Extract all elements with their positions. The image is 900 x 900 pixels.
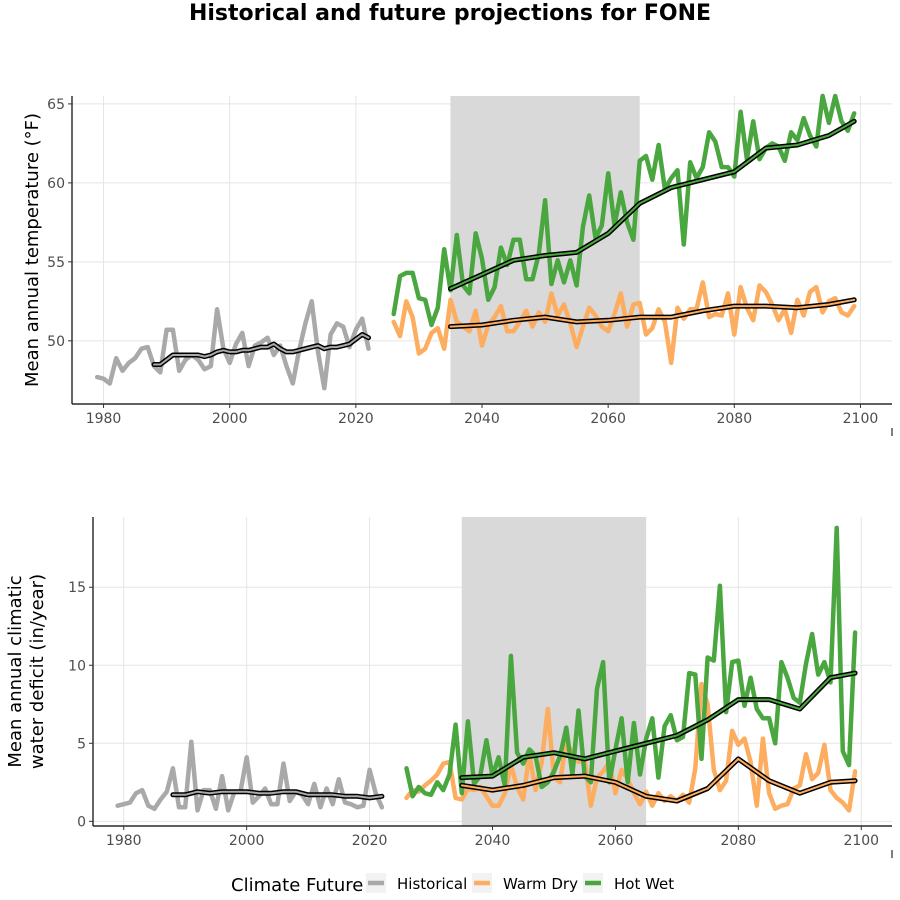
y-axis-label: Mean annual temperature (°F)	[22, 113, 43, 387]
series-line-hot-wet	[404, 525, 858, 799]
legend: Climate Future Historical Warm Dry Hot Wet	[231, 873, 674, 896]
legend-label-warm-dry: Warm Dry	[503, 875, 578, 893]
legend-label-hot-wet: Hot Wet	[614, 875, 674, 893]
legend-title: Climate Future	[231, 875, 363, 896]
x-tick-label: 2000	[229, 833, 265, 849]
y-tick-label: 15	[68, 580, 86, 596]
series-line-historical	[94, 299, 371, 391]
series-line-historical	[115, 739, 385, 813]
x-tick-label: 2020	[338, 411, 374, 427]
y-tick-label: 55	[47, 255, 65, 271]
y-tick-label: 60	[47, 176, 65, 192]
legend-label-historical: Historical	[397, 875, 467, 893]
smoothed-line-warm-dry	[449, 298, 856, 328]
x-tick-label: 2020	[352, 833, 388, 849]
x-tick-label: 1980	[106, 833, 142, 849]
water-deficit-panel: 1980 2000 2020 2040 2060 2080 2100 0 5 10 15 Mean a…	[5, 517, 893, 858]
chart-title: Historical and future projections for FO…	[189, 1, 711, 26]
x-tick-label: 2080	[721, 833, 757, 849]
y-axis-label-line: water deficit (in/year)	[27, 574, 48, 769]
x-tick-label: 1980	[86, 411, 122, 427]
y-tick-label: 50	[47, 334, 65, 350]
smoothed-line-historical	[153, 333, 370, 366]
y-axis-label-line: Mean annual climatic	[5, 575, 26, 767]
x-tick-label: 2100	[843, 833, 879, 849]
y-tick-label: 5	[77, 736, 86, 752]
y-tick-label: 0	[77, 814, 86, 830]
smoothed-line-hot-wet	[449, 120, 856, 290]
smoothed-line-warm-dry	[460, 757, 857, 802]
temperature-panel: 1980 2000 2020 2040 2060 2080 2100 50 55 60 65Mean…	[22, 93, 893, 436]
y-tick-label: 65	[47, 97, 65, 113]
y-axis-label-line: Mean annual temperature (°F)	[22, 113, 43, 387]
x-tick-label: 2040	[464, 411, 500, 427]
smoothed-line-hot-wet	[460, 672, 857, 779]
x-tick-label: 2080	[716, 411, 752, 427]
y-axis-label: Mean annual climaticwater deficit (in/ye…	[5, 574, 48, 769]
x-tick-label: 2060	[590, 411, 626, 427]
x-tick-label: 2060	[598, 833, 634, 849]
x-tick-label: 2000	[212, 411, 248, 427]
x-tick-label: 2040	[475, 833, 511, 849]
smoothed-line-historical	[171, 790, 383, 799]
x-tick-label: 2100	[843, 411, 879, 427]
y-tick-label: 10	[68, 658, 86, 674]
